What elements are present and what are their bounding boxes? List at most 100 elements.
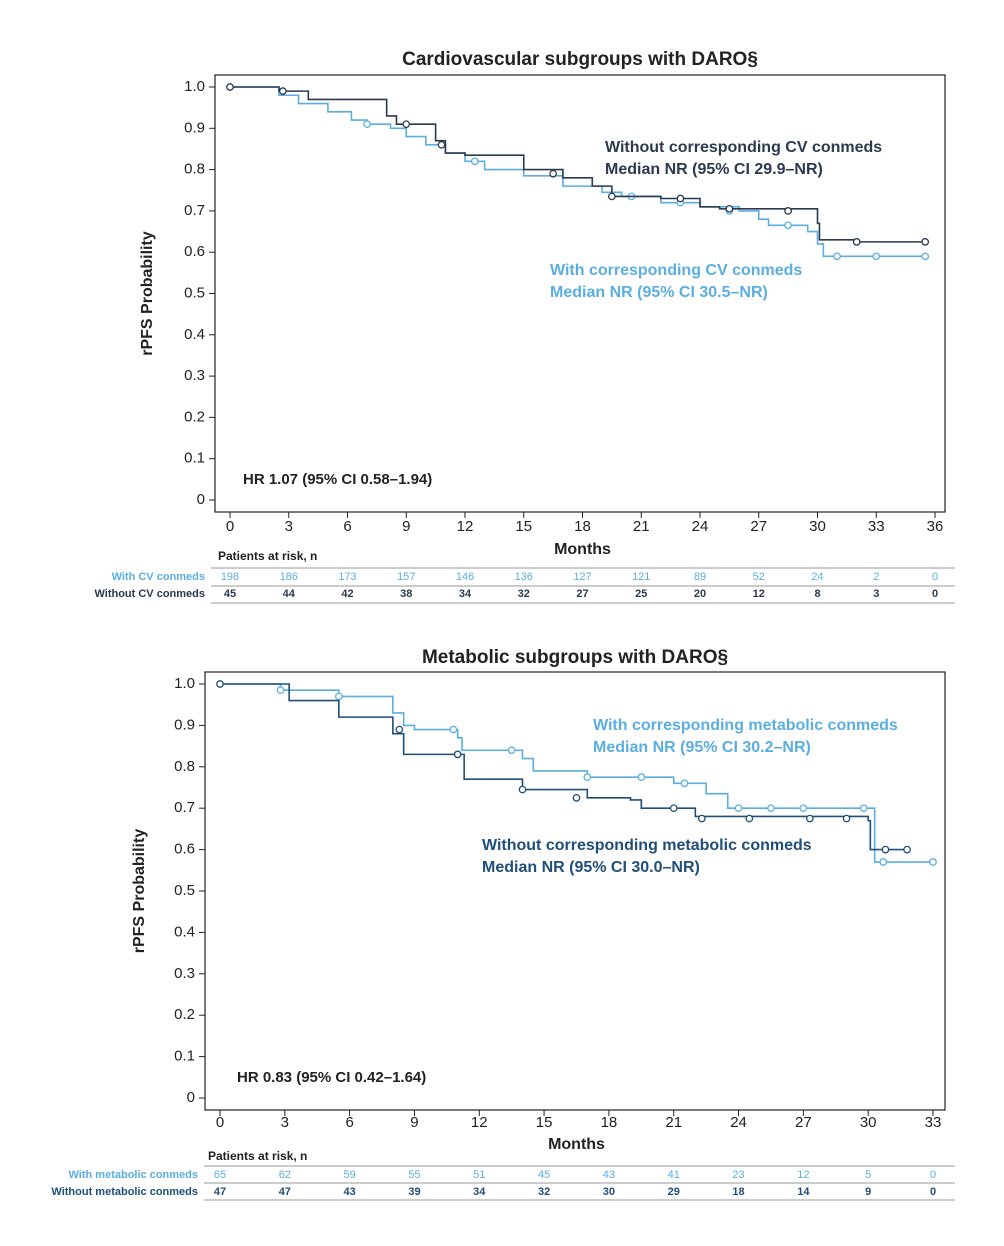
- risk-value: 32: [518, 588, 530, 600]
- censor-mark: [518, 785, 527, 794]
- censor-mark: [745, 814, 754, 823]
- risk-row-name: With CV conmeds: [112, 571, 205, 583]
- censor-mark: [879, 858, 888, 866]
- series-median: Median NR (95% CI 29.9–NR): [605, 161, 823, 178]
- risk-value: 9: [865, 1186, 871, 1198]
- risk-value: 186: [280, 571, 298, 583]
- y-tick-label: 0.1: [174, 1048, 195, 1065]
- risk-value: 65: [214, 1169, 226, 1181]
- risk-value: 198: [221, 571, 239, 583]
- censor-mark: [921, 252, 930, 261]
- risk-row-name: Without CV conmeds: [94, 588, 205, 600]
- risk-value: 18: [732, 1186, 744, 1198]
- survival-curve: [230, 86, 926, 258]
- censor-mark: [734, 804, 743, 813]
- censor-mark: [449, 725, 458, 734]
- x-tick-label: 3: [285, 518, 293, 535]
- y-tick-label: 0.5: [174, 882, 195, 899]
- risk-title: Patients at risk, n: [208, 1149, 307, 1163]
- censor-mark: [799, 804, 808, 813]
- risk-row-name: Without metabolic conmeds: [51, 1186, 198, 1198]
- censor-mark: [697, 814, 706, 823]
- risk-value: 89: [694, 571, 706, 583]
- censor-mark: [437, 140, 446, 149]
- risk-value: 0: [930, 1186, 936, 1198]
- risk-title: Patients at risk, n: [218, 549, 317, 563]
- risk-value: 45: [538, 1169, 550, 1181]
- survival-curve: [220, 683, 908, 851]
- censor-mark: [549, 169, 557, 178]
- risk-value: 20: [694, 588, 706, 600]
- censor-mark: [276, 686, 285, 695]
- risk-value: 43: [603, 1169, 615, 1181]
- series-label: With corresponding CV conmeds: [550, 262, 802, 279]
- y-tick-label: 1.0: [184, 78, 205, 95]
- censor-mark: [842, 814, 851, 823]
- series-median: Median NR (95% CI 30.5–NR): [550, 284, 768, 301]
- x-tick-label: 9: [410, 1114, 418, 1131]
- risk-value: 121: [632, 571, 650, 583]
- risk-value: 51: [473, 1169, 485, 1181]
- censor-mark: [395, 725, 404, 734]
- censor-mark: [226, 83, 234, 91]
- x-tick-label: 27: [750, 518, 767, 535]
- censor-mark: [903, 845, 911, 854]
- risk-value: 59: [344, 1169, 356, 1181]
- y-axis-label: rPFS Probability: [131, 829, 148, 954]
- x-tick-label: 24: [692, 518, 709, 535]
- x-tick-label: 6: [345, 1114, 353, 1131]
- x-axis-label: Months: [554, 541, 611, 558]
- censor-mark: [608, 192, 616, 201]
- censor-mark: [507, 746, 516, 755]
- risk-value: 127: [573, 571, 591, 583]
- censor-mark: [676, 194, 685, 203]
- y-tick-label: 0.3: [184, 367, 205, 384]
- y-tick-label: 0.4: [174, 923, 195, 940]
- y-tick-label: 0.2: [184, 408, 205, 425]
- censor-mark: [784, 221, 792, 230]
- censor-mark: [784, 207, 792, 215]
- x-tick-label: 30: [860, 1114, 877, 1131]
- x-tick-label: 0: [216, 1114, 224, 1131]
- risk-value: 3: [873, 588, 879, 600]
- censor-mark: [929, 858, 937, 866]
- risk-value: 24: [811, 571, 823, 583]
- y-tick-label: 0: [197, 491, 205, 508]
- y-tick-label: 0.2: [174, 1006, 195, 1023]
- series-label: Without corresponding CV conmeds: [605, 139, 882, 156]
- x-tick-label: 33: [868, 518, 885, 535]
- censor-mark: [921, 238, 930, 246]
- risk-value: 8: [814, 588, 820, 600]
- risk-value: 157: [397, 571, 415, 583]
- plot-frame: [204, 671, 946, 1111]
- risk-value: 0: [930, 1169, 936, 1181]
- y-tick-label: 0.9: [174, 716, 195, 733]
- risk-value: 146: [456, 571, 474, 583]
- y-tick-label: 0.8: [184, 161, 205, 178]
- x-tick-label: 12: [457, 518, 474, 535]
- censor-mark: [872, 252, 881, 261]
- risk-value: 41: [668, 1169, 680, 1181]
- x-tick-label: 12: [471, 1114, 488, 1131]
- y-tick-label: 0.5: [184, 284, 205, 301]
- survival-curve: [220, 683, 933, 863]
- censor-mark: [334, 692, 343, 701]
- series-label: With corresponding metabolic conmeds: [593, 717, 898, 734]
- censor-mark: [216, 680, 224, 688]
- x-tick-label: 15: [536, 1114, 553, 1131]
- risk-value: 5: [865, 1169, 871, 1181]
- x-tick-label: 30: [809, 518, 826, 535]
- censor-mark: [881, 845, 890, 854]
- censor-mark: [860, 804, 868, 813]
- y-tick-label: 1.0: [174, 675, 195, 692]
- x-tick-label: 33: [925, 1114, 942, 1131]
- risk-row-name: With metabolic conmeds: [69, 1169, 198, 1181]
- risk-value: 34: [459, 588, 472, 600]
- risk-value: 47: [279, 1186, 291, 1198]
- censor-mark: [363, 120, 371, 129]
- series-median: Median NR (95% CI 30.0–NR): [482, 859, 700, 876]
- y-tick-label: 0.9: [184, 119, 205, 136]
- y-tick-label: 0: [187, 1089, 195, 1106]
- x-axis-label: Months: [548, 1136, 605, 1153]
